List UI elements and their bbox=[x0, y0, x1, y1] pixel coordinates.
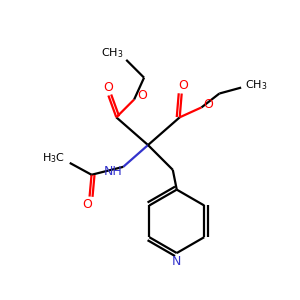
Text: O: O bbox=[203, 98, 213, 111]
Text: CH$_3$: CH$_3$ bbox=[101, 46, 124, 60]
Text: N: N bbox=[172, 256, 182, 268]
Text: O: O bbox=[82, 198, 92, 211]
Text: H$_3$C: H$_3$C bbox=[42, 151, 65, 165]
Text: NH: NH bbox=[104, 165, 123, 178]
Text: O: O bbox=[178, 79, 188, 92]
Text: CH$_3$: CH$_3$ bbox=[245, 78, 267, 92]
Text: O: O bbox=[137, 89, 147, 102]
Text: O: O bbox=[103, 81, 113, 94]
